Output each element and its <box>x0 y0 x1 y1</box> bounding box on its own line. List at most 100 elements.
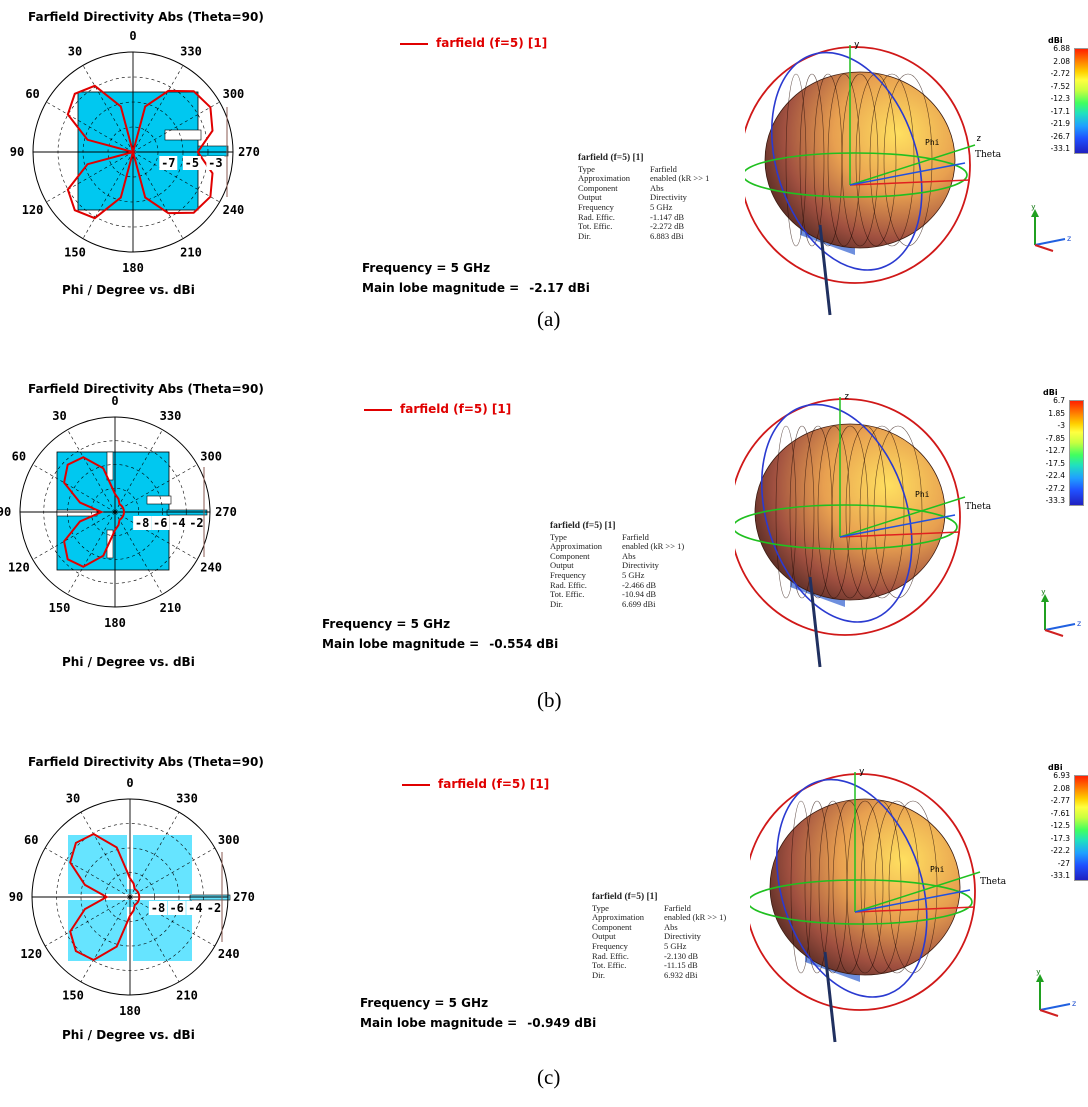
angle-tick-label: 300 <box>200 450 222 464</box>
main-lobe-value: -0.949 dBi <box>527 1016 597 1030</box>
angle-tick-label: 270 <box>233 890 255 904</box>
ico-x-axis <box>1044 629 1064 637</box>
axis-label-theta: Theta <box>965 502 992 512</box>
angle-tick-label: 330 <box>180 45 202 59</box>
radial-tick-bg <box>187 516 206 530</box>
property-value: Directivity <box>650 192 687 203</box>
property-key: Frequency <box>592 940 628 951</box>
angle-tick-label: 270 <box>215 505 237 519</box>
property-key: Type <box>550 531 567 542</box>
radial-tick-bg <box>151 516 170 530</box>
colorbar-tick-label: -22.2 <box>1050 846 1070 855</box>
equator-ring <box>735 504 958 550</box>
polar-plot: 0 330 300 270 240 210 180 150 120 90 60 30 -7 -5 -3 <box>10 29 260 275</box>
ico-y-arrowhead <box>1031 209 1039 217</box>
property-row: Component Abs <box>592 921 726 933</box>
radial-tick-label: -5 <box>185 156 199 170</box>
summary: Frequency = 5 GHz Main lobe magnitude = -… <box>360 993 596 1033</box>
axis-label-y: y <box>859 767 865 777</box>
colorbar-tick-label: -21.9 <box>1050 119 1070 128</box>
angle-tick-label: 210 <box>176 989 198 1003</box>
mesh-lines <box>775 425 923 599</box>
angle-tick-label: 240 <box>200 561 222 575</box>
property-row: Tot. Effic. -2.272 dB <box>578 222 709 232</box>
legend-label: farfield (f=5) [1] <box>438 777 550 791</box>
property-key: Type <box>592 902 609 913</box>
properties-box: farfield (f=5) [1] Type Farfield Approxima… <box>550 521 685 609</box>
antenna-shape <box>56 451 208 571</box>
property-value: Directivity <box>622 560 659 571</box>
angle-tick-label: 30 <box>68 45 82 59</box>
properties-title: farfield (f=5) [1] <box>578 153 644 163</box>
property-value: Abs <box>650 182 664 193</box>
property-row: Frequency 5 GHz <box>550 570 684 581</box>
theta-arrow <box>849 179 971 186</box>
main-lobe-value: -2.17 dBi <box>529 281 590 295</box>
main-lobe-value: -0.554 dBi <box>489 637 559 651</box>
frequency-line: Frequency = 5 GHz <box>360 996 489 1010</box>
colorbar-unit: dBi <box>1048 36 1063 45</box>
angle-tick-label: 180 <box>104 616 126 630</box>
property-key: Dir. <box>592 969 605 980</box>
colorbar-tick-label: 6.7 <box>1053 396 1065 405</box>
legend: farfield (f=5) [1] <box>364 402 511 416</box>
z-axis-line <box>849 144 976 186</box>
property-key: Output <box>550 560 574 571</box>
colorbar-tick-label: 6.88 <box>1053 44 1070 53</box>
angle-tick-label: 30 <box>66 791 80 805</box>
property-key: Frequency <box>578 201 614 212</box>
property-row: Type Farfield <box>592 902 726 914</box>
figure-panel-c: Farfield Directivity Abs (Theta=90) 0 330… <box>0 745 1088 1107</box>
property-value: 5 GHz <box>664 940 687 951</box>
angle-tick-label: 150 <box>62 989 84 1003</box>
radial-tick-label: -6 <box>153 516 167 530</box>
colorbar-tick-label: -27 <box>1057 858 1070 868</box>
colorbar-gradient <box>1074 775 1088 881</box>
angle-tick-label: 90 <box>9 890 23 904</box>
axis-label-phi: Phi <box>925 138 940 147</box>
property-value: Abs <box>664 921 678 932</box>
colorbar: dBi 6.88 2.08 -2.72 -7.52 -12.3 -17.1 -21.9 -26… <box>1040 36 1088 168</box>
legend-line-swatch <box>402 783 430 786</box>
mesh-lines <box>790 800 938 974</box>
legend-label: farfield (f=5) [1] <box>400 402 512 416</box>
axis-label-phi: Phi <box>915 490 930 499</box>
ico-label-y: y <box>1036 970 1041 976</box>
property-value: Farfield <box>664 902 691 913</box>
equator-ring <box>750 879 973 925</box>
property-value: enabled (kR >> 1) <box>622 541 685 552</box>
polar-grid <box>32 51 234 253</box>
angle-tick-label: 60 <box>24 833 38 847</box>
radial-tick-label: -8 <box>135 516 149 530</box>
phi-arrow <box>854 889 971 913</box>
colorbar-tick-label: -33.1 <box>1050 871 1070 880</box>
property-value: -2.466 dB <box>622 579 656 590</box>
property-key: Dir. <box>550 598 563 609</box>
radial-tick-label: -2 <box>207 901 221 915</box>
angle-tick-label: 330 <box>160 409 182 423</box>
property-row: Dir. 6.932 dBi <box>592 969 726 981</box>
property-row: Output Directivity <box>550 561 684 571</box>
figure-panel-b: Farfield Directivity Abs (Theta=90) 0 330… <box>0 372 1088 744</box>
property-value: -1.147 dB <box>650 211 684 222</box>
colorbar-tick-label: -12.3 <box>1050 94 1070 103</box>
angle-tick-label: 210 <box>180 245 202 259</box>
colorbar-tick-label: -17.3 <box>1050 833 1070 843</box>
angle-tick-label: 0 <box>111 394 118 408</box>
property-key: Approximation <box>592 912 644 923</box>
frequency-line: Frequency = 5 GHz <box>322 617 451 631</box>
colorbar-tick-label: 1.85 <box>1048 408 1065 418</box>
axis-label-theta: Theta <box>980 877 1007 887</box>
colorbar-tick-label: -7.85 <box>1045 433 1065 443</box>
colorbar-tick-label: -17.1 <box>1050 106 1070 116</box>
property-value: 6.699 dBi <box>622 598 656 609</box>
phi-arrow <box>849 162 966 186</box>
ico-label-y: y <box>1031 205 1036 211</box>
feed-line <box>823 951 837 1043</box>
angle-tick-label: 300 <box>223 87 245 101</box>
pattern-curve <box>63 456 126 568</box>
angle-tick-label: 120 <box>22 203 44 217</box>
ico-x-axis <box>1039 1009 1059 1017</box>
property-row: Type Farfield <box>550 531 684 543</box>
ico-label-z: z <box>1072 999 1076 1008</box>
